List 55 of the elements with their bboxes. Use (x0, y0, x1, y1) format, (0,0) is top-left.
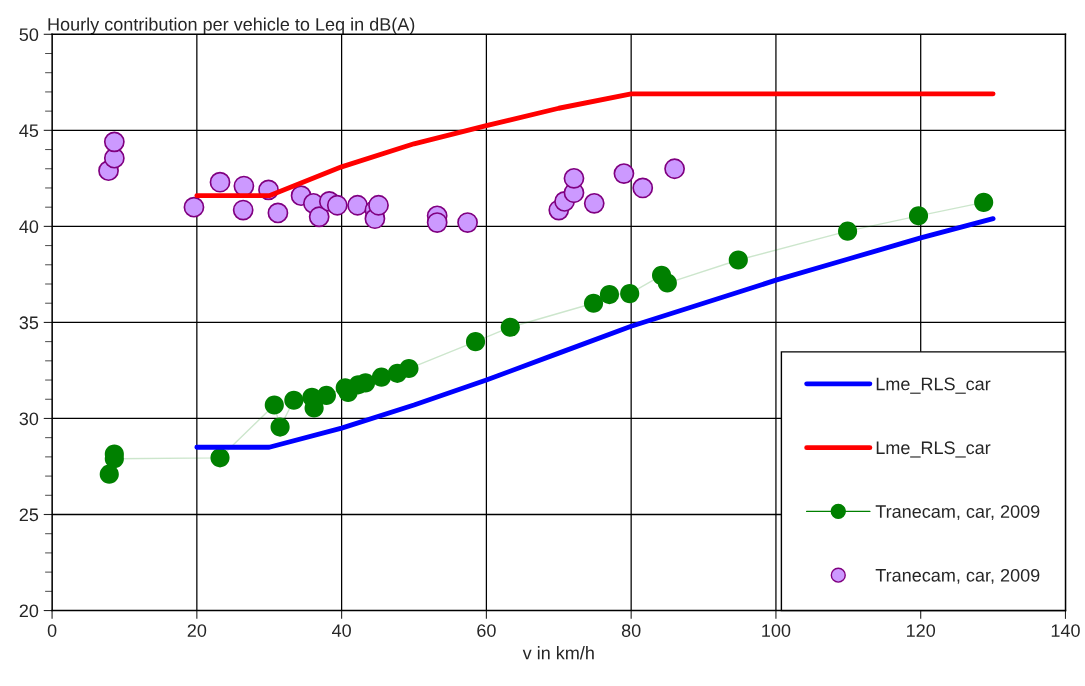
point (613, 163, 635, 184)
point (347, 194, 368, 216)
point (599, 285, 620, 305)
legend-label: Lme_RLS_car (876, 441, 991, 458)
legend-label: Tranecam, car, 2009 (875, 505, 1040, 521)
x-tick-label: 100 (762, 624, 791, 637)
point (457, 212, 478, 233)
point (103, 131, 125, 153)
point (620, 284, 640, 304)
legend-label: Tranecam, car, 2009 (875, 568, 1040, 584)
y-tick-label: 20 (19, 604, 39, 618)
legend-label: Lme_RLS_car (876, 377, 991, 394)
point (426, 212, 448, 233)
x-tick-label: 0 (47, 624, 57, 637)
point (284, 390, 304, 410)
point (563, 167, 585, 189)
point (368, 194, 389, 216)
point (316, 385, 336, 405)
y-tick-label: 45 (19, 124, 39, 138)
point (270, 417, 290, 437)
point (583, 192, 605, 214)
y-tick-label: 35 (19, 316, 39, 330)
point (183, 196, 205, 218)
point (232, 199, 254, 221)
point (908, 206, 929, 226)
point (465, 332, 486, 352)
point (632, 177, 654, 199)
point (371, 367, 391, 387)
y-tick-label: 25 (19, 508, 39, 522)
point (728, 250, 748, 270)
x-axis-title: v in km/h (522, 646, 594, 660)
x-tick-label: 140 (1051, 624, 1080, 637)
x-tick-label: 80 (621, 624, 641, 637)
point (99, 464, 119, 484)
point (209, 171, 231, 193)
point (664, 158, 685, 180)
point (657, 273, 677, 293)
y-axis-title: Hourly contribution per vehicle to Leq in dB(A) (48, 17, 415, 35)
y-tick-label: 30 (19, 412, 39, 426)
point (267, 202, 289, 224)
point (210, 448, 230, 468)
point (308, 206, 330, 228)
point (399, 358, 419, 379)
x-tick-label: 60 (477, 624, 496, 637)
x-tick-label: 40 (331, 624, 351, 637)
y-tick-label: 40 (19, 220, 39, 234)
point (264, 395, 284, 415)
y-tick-label: 50 (19, 28, 39, 42)
point (583, 293, 604, 313)
x-tick-label: 20 (187, 624, 207, 637)
point (500, 317, 520, 337)
point (974, 192, 994, 212)
point (326, 194, 348, 216)
point (838, 221, 858, 241)
x-tick-label: 120 (907, 624, 936, 637)
